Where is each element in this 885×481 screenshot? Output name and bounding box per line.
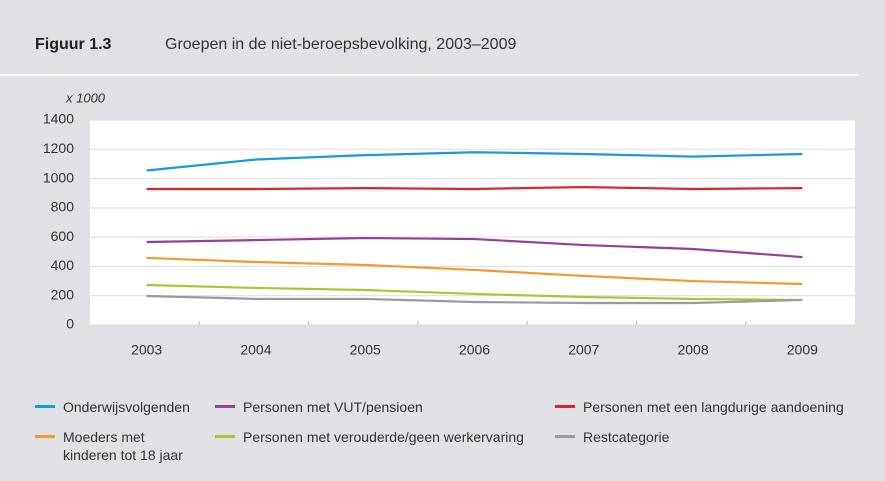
series-line (146, 151, 803, 172)
y-tick-label: 200 (51, 286, 75, 302)
legend-item: Restcategorie (555, 428, 875, 446)
y-tick-label: 1200 (43, 140, 74, 156)
legend-label: Restcategorie (583, 429, 670, 445)
series-line (146, 185, 803, 191)
x-tick-label: 2007 (568, 342, 599, 358)
y-tick-label: 400 (51, 257, 75, 273)
x-tick-label: 2006 (459, 342, 490, 358)
legend-label: Personen met verouderde/geen werkervarin… (243, 429, 524, 445)
y-tick-label: 1400 (43, 111, 74, 127)
legend-item: Personen met een langdurige aandoening (555, 398, 875, 416)
legend-item: Personen met VUT/pensioen (215, 398, 545, 416)
y-tick-label: 0 (66, 316, 74, 332)
y-axis-label: x 1000 (65, 90, 106, 105)
legend-item: Onderwijsvolgenden (35, 398, 205, 416)
legend-label: Moeders met kinderen tot 18 jaar (63, 429, 183, 463)
series-line (146, 236, 803, 259)
legend-swatch (555, 405, 575, 408)
legend-label: Personen met een langdurige aandoening (583, 399, 844, 415)
y-tick-label: 1000 (43, 169, 74, 185)
y-tick-label: 600 (51, 228, 75, 244)
legend-label: Personen met VUT/pensioen (243, 399, 423, 415)
legend-item: Moeders met kinderen tot 18 jaar (35, 428, 195, 464)
series-line (146, 283, 803, 302)
legend-swatch (555, 435, 575, 438)
x-tick-label: 2009 (787, 342, 818, 358)
chart-title: Groepen in de niet-beroepsbevolking, 200… (165, 36, 516, 53)
x-tick-label: 2003 (131, 342, 162, 358)
figure-label: Figuur 1.3 (35, 36, 112, 53)
legend-swatch (35, 405, 55, 408)
plot-area (90, 120, 855, 325)
x-tick-label: 2008 (677, 342, 708, 358)
legend-label: Onderwijsvolgenden (63, 399, 190, 415)
series-line (146, 294, 803, 305)
legend-swatch (215, 435, 235, 438)
legend-swatch (35, 435, 55, 438)
x-tick-label: 2005 (350, 342, 381, 358)
y-tick-label: 800 (51, 199, 75, 215)
legend-swatch (215, 405, 235, 408)
series-line (146, 256, 803, 286)
legend-item: Personen met verouderde/geen werkervarin… (215, 428, 545, 446)
x-tick-label: 2004 (240, 342, 271, 358)
